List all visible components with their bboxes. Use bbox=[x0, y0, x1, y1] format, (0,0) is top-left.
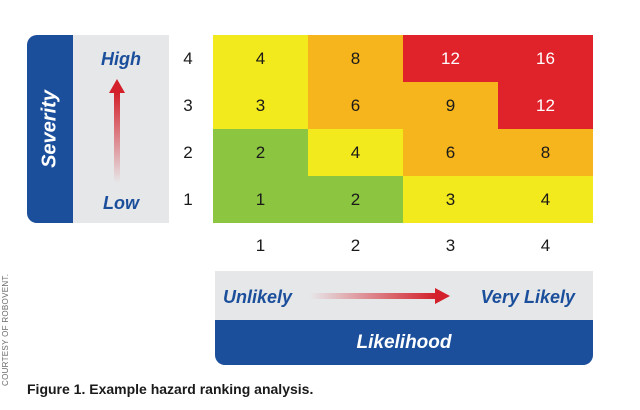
severity-arrow-icon bbox=[109, 79, 125, 183]
likelihood-very-likely-label: Very Likely bbox=[480, 287, 575, 307]
likelihood-panel: Unlikely Very Likely Likelihood bbox=[215, 271, 593, 365]
image-credit: COURTESY OF ROBOVENT. bbox=[1, 273, 10, 386]
matrix-cell: 8 bbox=[308, 35, 403, 82]
likelihood-level-3: 3 bbox=[445, 236, 456, 255]
likelihood-title: Likelihood bbox=[356, 332, 452, 353]
severity-level-1: 1 bbox=[183, 190, 193, 209]
matrix-cell: 4 bbox=[308, 129, 403, 176]
severity-panel: Severity High Low bbox=[27, 35, 169, 223]
severity-low-label: Low bbox=[103, 193, 139, 213]
severity-title: Severity bbox=[38, 90, 61, 168]
matrix-cell: 6 bbox=[403, 129, 498, 176]
matrix-cell: 12 bbox=[498, 82, 593, 129]
severity-level-3: 3 bbox=[183, 96, 193, 115]
matrix-cell: 16 bbox=[498, 35, 593, 82]
likelihood-unlikely-label: Unlikely bbox=[223, 287, 293, 307]
figure-caption: Figure 1. Example hazard ranking analysi… bbox=[27, 381, 314, 397]
matrix-cell: 3 bbox=[213, 82, 308, 129]
matrix-cell: 3 bbox=[403, 176, 498, 223]
matrix-cell: 4 bbox=[213, 35, 308, 82]
severity-title-bar: Severity bbox=[27, 35, 73, 223]
likelihood-arrow-icon bbox=[310, 288, 450, 304]
matrix-cell: 2 bbox=[213, 129, 308, 176]
matrix-cell: 12 bbox=[403, 35, 498, 82]
likelihood-title-bar: Likelihood bbox=[215, 320, 593, 365]
matrix-cell: 6 bbox=[308, 82, 403, 129]
severity-level-2: 2 bbox=[183, 143, 193, 162]
matrix-cell: 4 bbox=[498, 176, 593, 223]
matrix-cell: 2 bbox=[308, 176, 403, 223]
risk-matrix: 4 8 12 16 3 6 9 12 2 4 6 8 1 2 3 4 bbox=[213, 35, 593, 223]
severity-high-label: High bbox=[101, 49, 141, 69]
matrix-cell: 8 bbox=[498, 129, 593, 176]
matrix-cell: 1 bbox=[213, 176, 308, 223]
likelihood-level-1: 1 bbox=[255, 236, 266, 255]
severity-level-4: 4 bbox=[183, 49, 193, 68]
likelihood-level-2: 2 bbox=[350, 236, 361, 255]
matrix-cell: 9 bbox=[403, 82, 498, 129]
likelihood-level-4: 4 bbox=[540, 236, 551, 255]
